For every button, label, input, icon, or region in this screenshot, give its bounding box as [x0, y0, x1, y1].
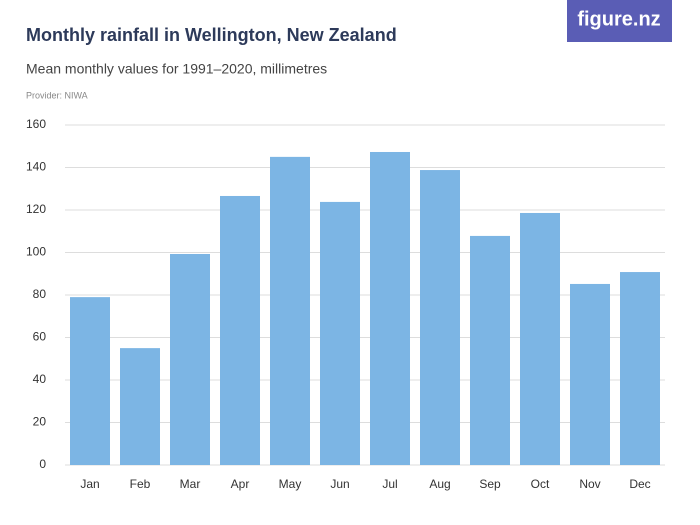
y-tick-label: 160 [26, 117, 46, 131]
x-tick-label: Oct [531, 477, 550, 491]
y-tick-label: 20 [33, 415, 47, 429]
x-tick-label: Sep [479, 477, 501, 491]
y-tick-label: 120 [26, 202, 46, 216]
chart-subtitle: Mean monthly values for 1991–2020, milli… [26, 61, 327, 77]
bar [620, 272, 660, 465]
bar [220, 195, 260, 465]
x-tick-label: Mar [180, 477, 201, 491]
bar [370, 151, 410, 466]
logo: figure.nz [577, 8, 660, 30]
y-tick-label: 60 [33, 330, 47, 344]
bar [120, 348, 160, 465]
x-tick-label: Nov [579, 477, 600, 491]
chart-title: Monthly rainfall in Wellington, New Zeal… [26, 25, 397, 45]
y-tick-label: 40 [33, 372, 47, 386]
x-tick-label: Jul [382, 477, 397, 491]
x-tick-label: Dec [629, 477, 650, 491]
bar [570, 283, 610, 465]
y-tick-label: 80 [33, 287, 47, 301]
provider: Provider: NIWA [26, 90, 88, 100]
x-tick-label: Jun [330, 477, 349, 491]
bar [520, 212, 560, 465]
x-tick-label: May [279, 477, 302, 491]
x-tick-label: Feb [130, 477, 151, 491]
x-tick-label: Aug [429, 477, 450, 491]
y-tick-label: 100 [26, 245, 46, 259]
y-tick-label: 0 [39, 457, 46, 471]
bar [270, 156, 310, 465]
bar [470, 235, 510, 465]
y-tick-label: 140 [26, 160, 46, 174]
logo-box [567, 0, 672, 42]
bar [420, 170, 460, 466]
bar [320, 201, 360, 466]
bar [70, 297, 110, 465]
x-tick-label: Apr [231, 477, 250, 491]
x-tick-label: Jan [80, 477, 99, 491]
bar [170, 253, 210, 465]
